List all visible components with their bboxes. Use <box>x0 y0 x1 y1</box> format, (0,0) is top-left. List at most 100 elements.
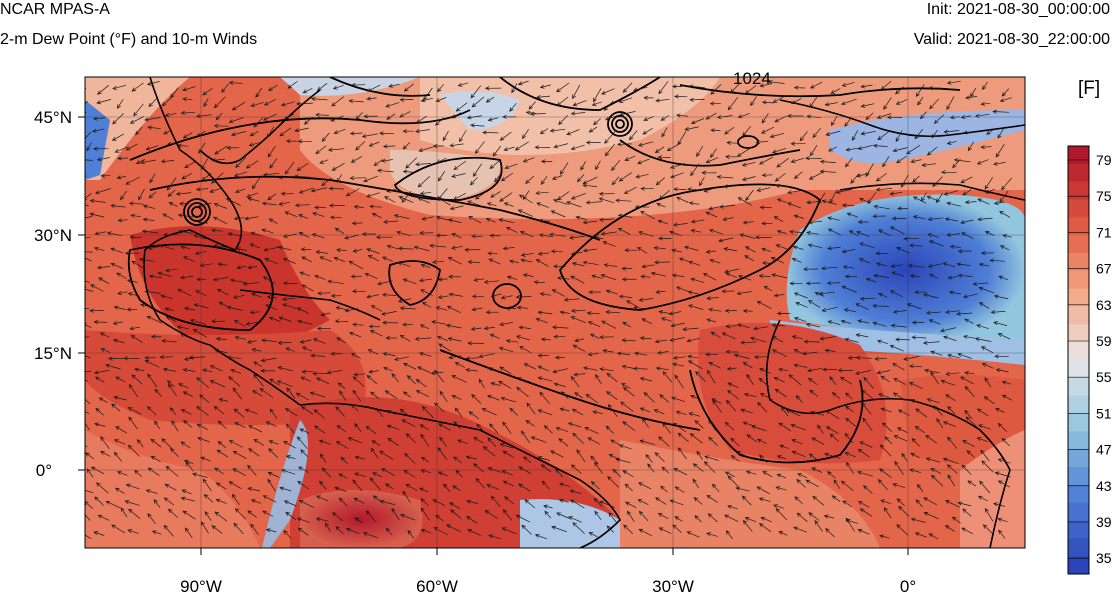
wind-arrow <box>515 514 531 523</box>
wind-arrow <box>793 171 803 180</box>
wind-arrow <box>553 334 566 339</box>
wind-arrow <box>470 123 485 128</box>
wind-arrow <box>468 216 482 224</box>
wind-arrow <box>770 257 785 264</box>
wind-arrow <box>910 398 921 404</box>
wind-arrow <box>403 470 416 478</box>
wind-arrow <box>538 218 551 223</box>
wind-arrow <box>503 202 514 207</box>
wind-arrow <box>182 419 193 428</box>
wind-arrow <box>509 259 519 264</box>
wind-arrow <box>964 318 974 324</box>
wind-arrow <box>310 96 328 102</box>
wind-arrow <box>1001 177 1013 191</box>
wind-arrow <box>362 532 378 539</box>
wind-arrow <box>499 366 512 375</box>
wind-arrow <box>710 128 721 133</box>
wind-arrow <box>619 111 636 117</box>
wind-arrow <box>350 82 366 88</box>
wind-arrow <box>791 257 802 263</box>
wind-arrow <box>572 432 585 444</box>
wind-arrow <box>283 440 296 449</box>
wind-arrow <box>470 326 482 331</box>
wind-arrow <box>879 534 890 539</box>
wind-arrow <box>711 483 720 493</box>
wind-arrow <box>91 128 105 133</box>
wind-arrow <box>560 391 569 399</box>
wind-arrow <box>315 250 328 255</box>
colorbar-tick-label: 51 <box>1096 405 1112 421</box>
wind-arrow <box>637 158 650 165</box>
wind-arrow <box>672 355 686 360</box>
wind-arrow <box>196 406 209 416</box>
wind-arrow <box>855 370 871 376</box>
wind-arrow <box>911 438 920 447</box>
wind-arrow <box>268 440 279 445</box>
wind-arrow <box>234 422 246 429</box>
wind-arrow <box>978 424 991 430</box>
wind-arrow <box>233 294 245 299</box>
wind-arrow <box>827 216 840 221</box>
wind-arrow <box>540 337 551 342</box>
wind-arrow <box>481 408 497 416</box>
wind-arrow <box>948 290 961 295</box>
wind-arrow <box>978 262 989 267</box>
wind-arrow <box>672 422 687 433</box>
wind-arrow <box>397 261 411 267</box>
wind-arrow <box>912 175 920 183</box>
wind-arrow <box>945 309 961 314</box>
wind-arrow <box>309 391 326 398</box>
wind-arrow <box>925 434 938 444</box>
wind-arrow <box>678 447 687 460</box>
wind-arrow <box>415 379 427 388</box>
wind-arrow <box>85 532 92 540</box>
wind-arrow <box>93 531 105 536</box>
wind-arrow <box>756 486 770 495</box>
wind-arrow <box>451 375 467 383</box>
wind-arrow <box>499 192 513 202</box>
wind-arrow <box>420 528 431 534</box>
wind-arrow <box>831 392 841 399</box>
wind-arrow <box>793 85 806 90</box>
wind-arrow <box>857 219 869 225</box>
wind-arrow <box>915 499 923 508</box>
wind-arrow <box>844 452 856 458</box>
wind-arrow <box>891 216 907 221</box>
wind-arrow <box>297 139 312 144</box>
wind-arrow <box>574 338 584 343</box>
wind-arrow <box>117 218 128 223</box>
wind-arrow <box>945 394 956 402</box>
wind-arrow <box>402 169 416 174</box>
wind-arrow <box>319 256 332 262</box>
wind-arrow <box>912 215 926 220</box>
wind-arrow <box>942 421 956 427</box>
wind-arrow <box>638 510 649 522</box>
wind-arrow <box>488 258 501 265</box>
wind-arrow <box>248 142 259 147</box>
wind-arrow <box>229 278 246 283</box>
wind-arrow <box>833 479 841 490</box>
wind-arrow <box>438 343 451 352</box>
colorbar-block <box>1068 484 1089 504</box>
wind-arrow <box>478 353 495 359</box>
wind-arrow <box>354 422 362 432</box>
wind-arrow <box>203 493 214 503</box>
wind-arrow <box>758 497 771 502</box>
wind-arrow <box>326 370 343 375</box>
wind-arrow <box>977 198 990 205</box>
wind-arrow <box>502 421 512 435</box>
wind-arrow <box>706 318 717 323</box>
wind-arrow <box>490 382 501 387</box>
wind-arrow <box>910 159 922 164</box>
wind-arrow <box>775 486 787 491</box>
wind-arrow <box>381 311 397 316</box>
wind-arrow <box>687 187 699 192</box>
wind-arrow <box>334 319 349 324</box>
wind-arrow <box>593 497 603 508</box>
wind-arrow <box>202 478 212 492</box>
wind-arrow <box>793 292 808 299</box>
wind-arrow <box>736 291 752 296</box>
wind-arrow <box>999 210 1011 218</box>
wind-arrow <box>320 312 331 317</box>
